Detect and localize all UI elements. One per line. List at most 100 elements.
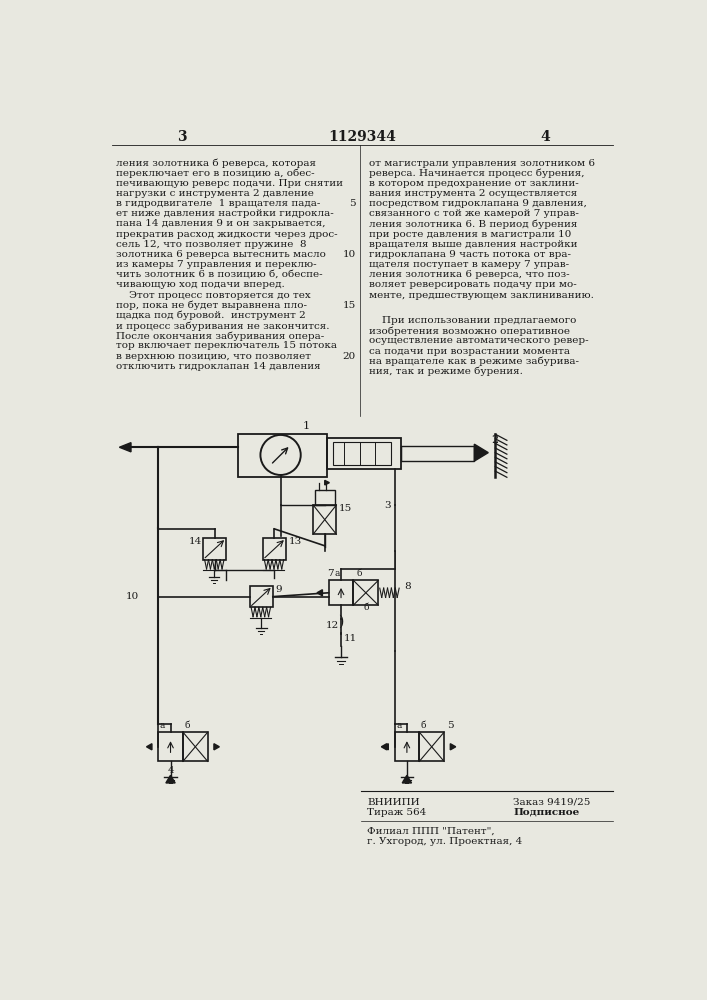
Bar xyxy=(327,438,401,469)
Text: б: б xyxy=(185,721,190,730)
Text: тор включает переключатель 15 потока: тор включает переключатель 15 потока xyxy=(115,341,337,350)
Text: ления золотника б реверса, которая: ления золотника б реверса, которая xyxy=(115,158,315,168)
Text: и процесс забуривания не закончится.: и процесс забуривания не закончится. xyxy=(115,321,329,331)
Text: гидроклапана 9 часть потока от вра-: гидроклапана 9 часть потока от вра- xyxy=(369,250,571,259)
Text: осуществление автоматического ревер-: осуществление автоматического ревер- xyxy=(369,336,588,345)
Text: б: б xyxy=(363,603,369,612)
Bar xyxy=(313,505,337,534)
Polygon shape xyxy=(325,480,329,485)
Bar xyxy=(315,490,335,505)
Bar xyxy=(250,586,273,607)
Text: реверса. Начинается процесс бурения,: реверса. Начинается процесс бурения, xyxy=(369,169,585,178)
Text: чить золотник 6 в позицию б, обеспе-: чить золотник 6 в позицию б, обеспе- xyxy=(115,270,322,279)
Bar xyxy=(354,580,378,605)
Text: 7: 7 xyxy=(327,569,334,578)
Text: вращателя выше давления настройки: вращателя выше давления настройки xyxy=(369,240,578,249)
Text: воляет реверсировать подачу при мо-: воляет реверсировать подачу при мо- xyxy=(369,280,577,289)
Text: щадка под буровой.  инструмент 2: щадка под буровой. инструмент 2 xyxy=(115,311,305,320)
Text: 12: 12 xyxy=(325,621,339,630)
Text: в гидродвигателе  1 вращателя пада-: в гидродвигателе 1 вращателя пада- xyxy=(115,199,320,208)
Text: 3: 3 xyxy=(385,500,391,510)
Text: 11: 11 xyxy=(344,634,356,643)
Text: б: б xyxy=(356,569,362,578)
Bar xyxy=(332,442,391,465)
Text: отключить гидроклапан 14 давления: отключить гидроклапан 14 давления xyxy=(115,362,320,371)
Text: 1: 1 xyxy=(303,421,310,431)
Text: 4: 4 xyxy=(541,130,551,144)
Text: ления золотника 6 реверса, что поз-: ления золотника 6 реверса, что поз- xyxy=(369,270,570,279)
Bar xyxy=(395,732,419,761)
Text: при росте давления в магистрали 10: при росте давления в магистрали 10 xyxy=(369,230,571,239)
Text: чивающую ход подачи вперед.: чивающую ход подачи вперед. xyxy=(115,280,284,289)
Text: а: а xyxy=(160,721,165,730)
Text: Тираж 564: Тираж 564 xyxy=(368,808,426,817)
Text: в котором предохранение от заклини-: в котором предохранение от заклини- xyxy=(369,179,578,188)
Polygon shape xyxy=(146,744,152,750)
Text: связанного с той же камерой 7 управ-: связанного с той же камерой 7 управ- xyxy=(369,209,579,218)
Text: 1129344: 1129344 xyxy=(328,130,396,144)
Text: от магистрали управления золотником 6: от магистрали управления золотником 6 xyxy=(369,158,595,167)
Text: са подачи при возрастании момента: са подачи при возрастании момента xyxy=(369,347,570,356)
Text: ет ниже давления настройки гидрокла-: ет ниже давления настройки гидрокла- xyxy=(115,209,333,218)
Text: 2: 2 xyxy=(491,435,498,445)
Text: ления золотника 6. В период бурения: ления золотника 6. В период бурения xyxy=(369,219,578,229)
Text: 10: 10 xyxy=(126,592,139,601)
Polygon shape xyxy=(450,744,456,750)
Text: нагрузки с инструмента 2 давление: нагрузки с инструмента 2 давление xyxy=(115,189,313,198)
Text: 5: 5 xyxy=(349,199,356,208)
Bar xyxy=(203,538,226,560)
Text: Заказ 9419/25: Заказ 9419/25 xyxy=(513,798,590,807)
Text: 15: 15 xyxy=(342,301,356,310)
Bar xyxy=(238,434,327,477)
Polygon shape xyxy=(119,443,131,452)
Polygon shape xyxy=(381,744,387,750)
Text: б: б xyxy=(421,721,426,730)
Bar xyxy=(401,446,474,461)
Bar xyxy=(158,732,183,761)
Bar xyxy=(329,580,354,605)
Text: 10: 10 xyxy=(342,250,356,259)
Text: При использовании предлагаемого: При использовании предлагаемого xyxy=(369,316,576,325)
Text: щателя поступает в камеру 7 управ-: щателя поступает в камеру 7 управ- xyxy=(369,260,569,269)
Text: 20: 20 xyxy=(342,352,356,361)
Text: из камеры 7 управления и переклю-: из камеры 7 управления и переклю- xyxy=(115,260,316,269)
Bar xyxy=(263,538,286,560)
Text: После окончания забуривания опера-: После окончания забуривания опера- xyxy=(115,331,324,341)
Text: прекратив расход жидкости через дрос-: прекратив расход жидкости через дрос- xyxy=(115,230,337,239)
Polygon shape xyxy=(383,744,388,750)
Polygon shape xyxy=(317,590,322,596)
Text: 8: 8 xyxy=(404,582,411,591)
Text: 13: 13 xyxy=(288,537,302,546)
Text: изобретения возможно оперативное: изобретения возможно оперативное xyxy=(369,326,570,336)
Text: пана 14 давления 9 и он закрывается,: пана 14 давления 9 и он закрывается, xyxy=(115,219,325,228)
Text: 9: 9 xyxy=(275,585,282,594)
Text: переключает его в позицию а, обес-: переключает его в позицию а, обес- xyxy=(115,169,314,178)
Text: посредством гидроклапана 9 давления,: посредством гидроклапана 9 давления, xyxy=(369,199,587,208)
Text: а: а xyxy=(396,721,402,730)
Text: ): ) xyxy=(339,614,344,628)
Text: а: а xyxy=(334,569,339,578)
Text: ВНИИПИ: ВНИИПИ xyxy=(368,798,420,807)
Text: 14: 14 xyxy=(189,537,202,546)
Text: ния, так и режиме бурения.: ния, так и режиме бурения. xyxy=(369,367,522,376)
Text: в верхнюю позицию, что позволяет: в верхнюю позицию, что позволяет xyxy=(115,352,310,361)
Text: золотника 6 реверса вытеснить масло: золотника 6 реверса вытеснить масло xyxy=(115,250,325,259)
Text: вания инструмента 2 осуществляется: вания инструмента 2 осуществляется xyxy=(369,189,577,198)
Text: г. Ухгород, ул. Проектная, 4: г. Ухгород, ул. Проектная, 4 xyxy=(368,837,522,846)
Polygon shape xyxy=(474,444,489,461)
Text: 15: 15 xyxy=(339,504,352,513)
Text: 4: 4 xyxy=(168,766,174,775)
Polygon shape xyxy=(166,775,175,783)
Text: пор, пока не будет выравнена пло-: пор, пока не будет выравнена пло- xyxy=(115,301,307,310)
Text: менте, предшествующем заклиниванию.: менте, предшествующем заклиниванию. xyxy=(369,291,594,300)
Polygon shape xyxy=(402,775,411,783)
Bar xyxy=(419,732,444,761)
Text: Подписное: Подписное xyxy=(513,808,579,817)
Text: 5: 5 xyxy=(448,721,454,730)
Bar xyxy=(183,732,208,761)
Text: сель 12, что позволяет пружине  8: сель 12, что позволяет пружине 8 xyxy=(115,240,306,249)
Text: печивающую реверс подачи. При снятии: печивающую реверс подачи. При снятии xyxy=(115,179,342,188)
Polygon shape xyxy=(214,744,219,750)
Text: 3: 3 xyxy=(177,130,186,144)
Text: на вращателе как в режиме забурива-: на вращателе как в режиме забурива- xyxy=(369,357,579,366)
